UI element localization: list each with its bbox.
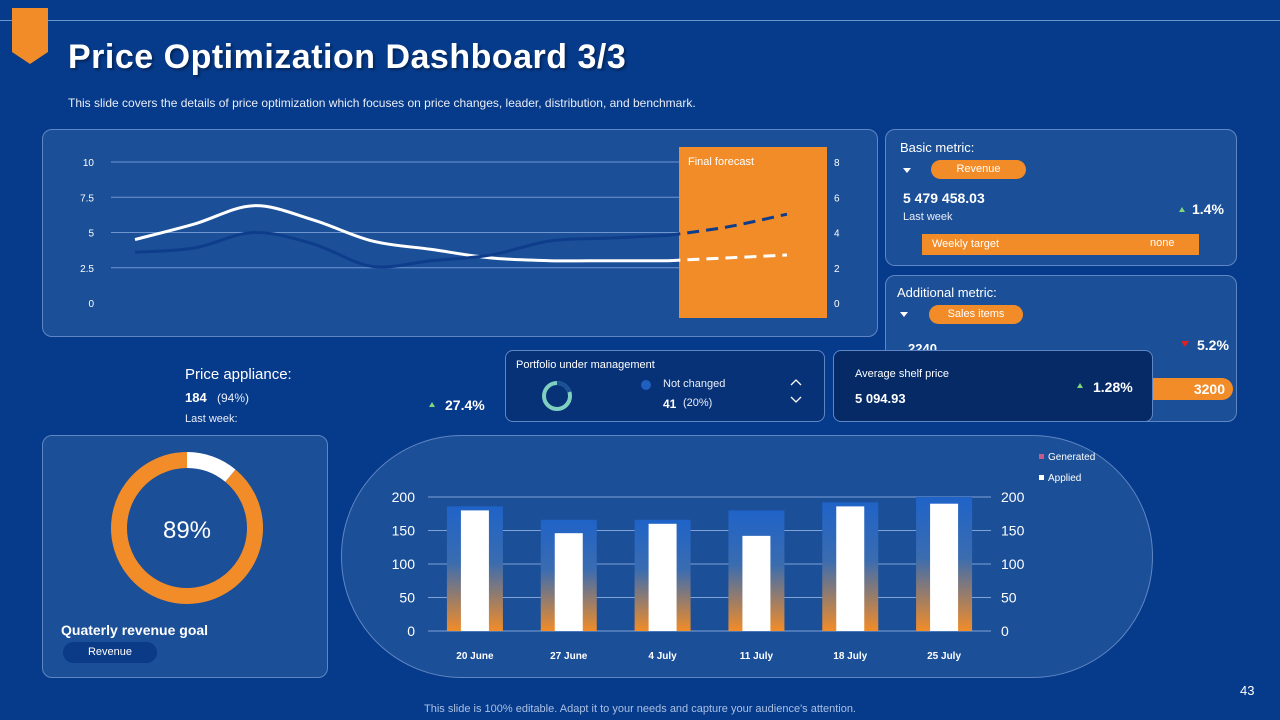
goal-panel: 89% Quaterly revenue goal Revenue	[42, 435, 328, 678]
bar-y-tick-left: 50	[399, 590, 415, 606]
bar-x-label: 27 June	[550, 651, 588, 662]
basic-metric-change: 1.4%	[1192, 201, 1224, 217]
portfolio-donut-segment	[556, 380, 572, 393]
basic-metric-value: 5 479 458.03	[903, 190, 985, 206]
bar-y-tick-left: 100	[392, 556, 416, 572]
bar-applied	[648, 523, 677, 631]
y-right-tick: 0	[834, 299, 840, 310]
portfolio-card: Portfolio under management Not changed 4…	[505, 350, 825, 422]
y-right-tick: 6	[834, 193, 840, 204]
basic-metric-title: Basic metric:	[900, 140, 975, 155]
portfolio-count: 41	[663, 397, 677, 411]
price-appliance-period: Last week:	[185, 413, 238, 425]
bar-y-tick-left: 0	[407, 623, 415, 639]
shelf-price-value: 5 094.93	[855, 391, 906, 406]
bar-x-label: 4 July	[648, 651, 677, 662]
bar-y-tick-left: 200	[392, 489, 416, 505]
portfolio-percent: (20%)	[683, 397, 713, 409]
goal-selector[interactable]: Revenue	[63, 642, 157, 663]
forecast-highlight	[679, 147, 827, 318]
bar-y-tick-right: 150	[1001, 523, 1025, 539]
dropdown-icon[interactable]	[900, 312, 908, 317]
portfolio-stepper[interactable]	[789, 376, 803, 410]
forecast-line-2	[668, 212, 788, 237]
bar-legend: Generated Applied	[1039, 452, 1095, 484]
basic-metric-panel: Basic metric: Revenue 5 479 458.03 Last …	[885, 129, 1237, 266]
y-left-tick: 0	[88, 299, 94, 310]
weekly-target-label: Weekly target	[932, 238, 1000, 250]
forecast-line-1	[668, 253, 788, 263]
shelf-price-title: Average shelf price	[855, 368, 949, 380]
bar-x-label: 18 July	[833, 651, 867, 662]
y-right-tick: 2	[834, 264, 840, 275]
bookmark-icon	[12, 8, 48, 64]
legend-generated-swatch	[1039, 454, 1044, 459]
series-line-1	[134, 204, 669, 263]
y-left-tick: 10	[83, 158, 95, 169]
legend-applied: Applied	[1048, 473, 1081, 484]
basic-metric-selector[interactable]: Revenue	[931, 160, 1026, 179]
price-appliance-change: 27.4%	[445, 397, 485, 413]
bar-chart: 200 200 150 150 100 100 50 50 0 0 20 June 27 June 4 …	[392, 452, 1096, 662]
portfolio-title: Portfolio under management	[516, 359, 655, 371]
bar-applied	[930, 503, 959, 631]
legend-generated: Generated	[1048, 452, 1095, 463]
bar-x-label: 11 July	[740, 651, 774, 662]
bar-y-tick-right: 200	[1001, 489, 1025, 505]
y-left-tick: 7.5	[80, 193, 94, 204]
portfolio-status: Not changed	[663, 378, 726, 390]
shelf-price-card: Average shelf price 5 094.93 1.28%	[833, 350, 1153, 422]
price-appliance-value: 184	[185, 390, 207, 405]
up-arrow-icon	[429, 402, 435, 407]
goal-donut: 89%	[111, 452, 263, 604]
footer-note: This slide is 100% editable. Adapt it to…	[424, 703, 856, 715]
y-right-tick: 8	[834, 158, 840, 169]
y-right-tick: 4	[834, 229, 840, 240]
legend-applied-swatch	[1039, 475, 1044, 480]
donut-slice-remaining	[186, 452, 236, 482]
bar-applied	[742, 535, 771, 631]
goal-percent-label: 89%	[163, 517, 211, 544]
shelf-price-change: 1.28%	[1093, 379, 1133, 395]
bar-y-tick-right: 0	[1001, 623, 1009, 639]
dropdown-icon[interactable]	[903, 168, 911, 173]
page-subtitle: This slide covers the details of price o…	[68, 96, 696, 110]
bar-y-tick-right: 100	[1001, 556, 1025, 572]
legend-dot	[641, 380, 651, 390]
price-appliance-percent: (94%)	[217, 391, 250, 405]
bar-applied	[460, 510, 489, 631]
bar-x-label: 25 July	[927, 651, 961, 662]
bar-x-label: 20 June	[456, 651, 494, 662]
page-number: 43	[1240, 683, 1255, 698]
bar-y-tick-left: 150	[392, 523, 416, 539]
additional-metric-title: Additional metric:	[897, 285, 997, 300]
chevron-up-icon[interactable]	[790, 379, 802, 386]
series-line-2	[134, 230, 669, 269]
donut-slice-achieved	[111, 452, 263, 604]
y-left-tick: 5	[88, 229, 94, 240]
weekly-target-bar: Weekly target none	[922, 234, 1199, 255]
price-appliance-title: Price appliance:	[185, 366, 292, 383]
forecast-label: Final forecast	[688, 156, 754, 168]
bar-applied	[836, 506, 865, 631]
y-left-tick: 2.5	[80, 264, 94, 275]
additional-metric-change: 5.2%	[1197, 337, 1229, 353]
down-arrow-icon	[1181, 341, 1189, 347]
goal-label: Quaterly revenue goal	[61, 622, 209, 638]
portfolio-donut	[542, 380, 572, 411]
additional-metric-selector[interactable]: Sales items	[929, 305, 1023, 324]
bar-applied	[554, 533, 583, 631]
chevron-down-icon[interactable]	[790, 396, 802, 403]
basic-metric-period: Last week	[903, 211, 953, 223]
line-chart: Final forecast 10 7.5 5 2.5 0 8 6 4 2 0	[80, 147, 840, 318]
additional-metric-bar: 3200	[1141, 378, 1233, 400]
weekly-target-value: none	[1150, 237, 1175, 249]
up-arrow-icon	[1179, 207, 1185, 212]
header-divider	[0, 20, 1280, 21]
page-title: Price Optimization Dashboard 3/3	[68, 38, 627, 76]
bar-y-tick-right: 50	[1001, 590, 1017, 606]
up-arrow-icon	[1077, 383, 1083, 388]
